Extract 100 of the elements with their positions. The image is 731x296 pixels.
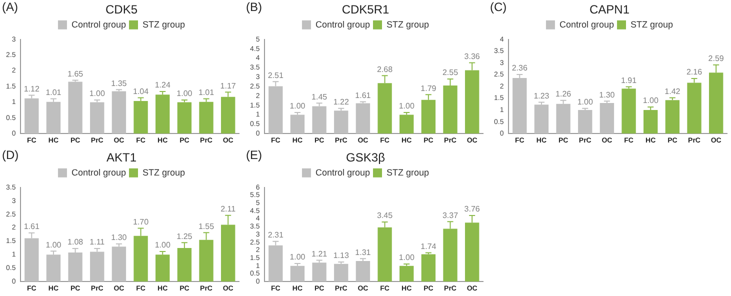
bar xyxy=(356,261,370,282)
legend-label: Control group xyxy=(315,167,370,178)
data-label: 1.79 xyxy=(420,84,437,93)
legend-label: Control group xyxy=(315,19,370,30)
data-label: 1.00 xyxy=(398,253,415,262)
text: (B) xyxy=(246,0,262,14)
data-label: 2.31 xyxy=(268,230,284,240)
data-label: 2.68 xyxy=(376,64,394,74)
text: (C) xyxy=(490,0,507,14)
bar xyxy=(600,102,614,134)
bar xyxy=(90,102,104,134)
bar xyxy=(312,106,326,134)
bar xyxy=(622,88,636,134)
bar xyxy=(512,78,527,134)
data-label: 1.00 xyxy=(398,102,415,111)
data-label: 1.30 xyxy=(599,90,616,100)
legend-label: STZ group xyxy=(142,167,186,178)
bar xyxy=(665,100,680,134)
data-label: 1.61 xyxy=(355,90,372,100)
data-label: 1.26 xyxy=(556,90,572,99)
data-label: 1.00 xyxy=(290,252,306,262)
data-label: 1.00 xyxy=(89,89,106,98)
bar xyxy=(156,94,170,134)
legend-label: Control group xyxy=(559,19,614,30)
bar xyxy=(400,266,414,282)
bar xyxy=(177,102,192,134)
data-label: 1.70 xyxy=(132,218,150,227)
bar xyxy=(112,91,126,134)
data-label: 1.30 xyxy=(111,233,128,242)
data-label: 1.21 xyxy=(312,249,328,258)
bar xyxy=(290,266,305,282)
data-label: 1.01 xyxy=(46,88,62,97)
data-label: 1.24 xyxy=(154,80,171,90)
bar xyxy=(400,114,414,134)
data-label: 1.65 xyxy=(68,69,84,78)
data-label: 1.00 xyxy=(642,96,659,106)
text: (E) xyxy=(246,148,262,162)
data-label: 2.51 xyxy=(268,70,284,80)
data-label: 3.76 xyxy=(464,204,480,214)
data-label: 1.13 xyxy=(333,251,350,260)
legend-label: Control group xyxy=(71,19,126,30)
legend-label: STZ group xyxy=(386,19,430,30)
bar xyxy=(356,103,370,134)
data-label: 1.31 xyxy=(355,248,372,257)
bar xyxy=(421,254,436,282)
text: (A) xyxy=(2,0,18,14)
data-label: 1.42 xyxy=(664,87,681,96)
data-label: 1.00 xyxy=(176,89,193,98)
data-label: 1.91 xyxy=(620,76,638,85)
bar xyxy=(268,245,283,282)
data-label: 1.11 xyxy=(90,238,106,247)
bar xyxy=(290,114,305,134)
bar xyxy=(68,82,82,134)
data-label: 1.17 xyxy=(220,81,236,90)
data-label: 1.61 xyxy=(24,222,40,232)
bar xyxy=(334,264,348,282)
legend-label: Control group xyxy=(71,167,126,178)
data-label: 3.37 xyxy=(442,210,459,220)
bar xyxy=(534,104,549,134)
chart-title: CAPN1 xyxy=(589,2,630,17)
data-label: 1.22 xyxy=(333,98,350,107)
data-label: 2.16 xyxy=(686,68,703,77)
bar xyxy=(556,104,570,134)
data-label: 2.11 xyxy=(220,204,236,214)
chart-title: CDK5R1 xyxy=(342,2,390,17)
bar xyxy=(156,254,170,282)
data-label: 1.00 xyxy=(577,98,594,107)
bar xyxy=(578,110,592,134)
bar xyxy=(334,110,348,134)
data-label: 1.08 xyxy=(68,238,84,247)
bar xyxy=(644,110,658,134)
chart-title: AKT1 xyxy=(106,150,137,165)
bar xyxy=(24,98,39,134)
data-label: 3.45 xyxy=(376,211,394,220)
data-label: 1.74 xyxy=(420,242,437,251)
bar xyxy=(90,252,104,282)
data-label: 3.36 xyxy=(464,52,480,61)
data-label: 2.59 xyxy=(708,54,724,64)
bar xyxy=(112,246,126,282)
legend-label: STZ group xyxy=(142,19,186,30)
data-label: 1.25 xyxy=(176,232,193,241)
text: (D) xyxy=(2,148,19,162)
data-label: 1.00 xyxy=(290,102,306,111)
legend-label: STZ group xyxy=(630,19,674,30)
bar xyxy=(134,100,148,134)
legend-label: STZ group xyxy=(386,167,430,178)
chart-title: GSK3β xyxy=(346,150,386,165)
data-label: 1.00 xyxy=(154,240,171,250)
data-label: 2.36 xyxy=(512,64,528,73)
data-label: 1.12 xyxy=(24,84,40,94)
data-label: 2.55 xyxy=(442,68,459,78)
data-label: 1.55 xyxy=(198,222,215,231)
data-label: 1.23 xyxy=(534,91,550,100)
data-label: 1.04 xyxy=(132,87,150,96)
data-label: 1.01 xyxy=(198,88,215,97)
data-label: 1.35 xyxy=(111,78,128,88)
bar xyxy=(46,102,61,134)
bar xyxy=(312,262,326,282)
data-label: 1.00 xyxy=(46,240,62,250)
bar xyxy=(46,254,61,282)
